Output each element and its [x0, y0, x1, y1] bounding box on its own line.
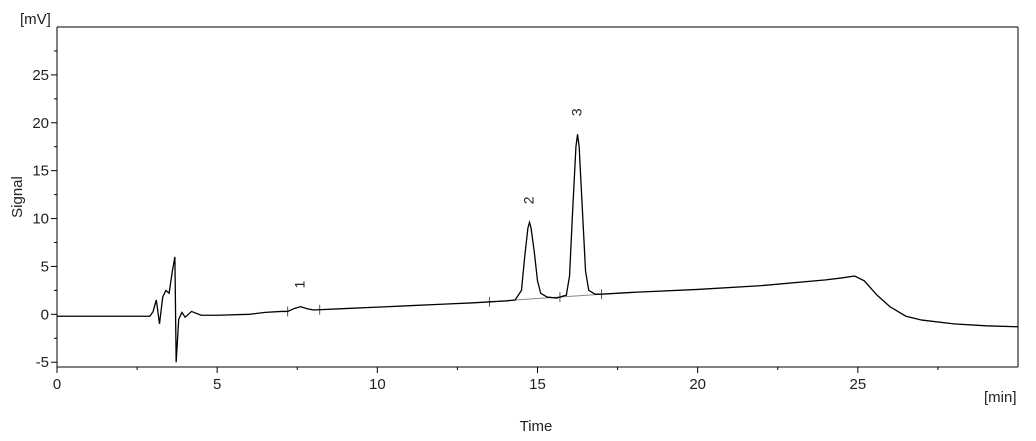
y-tick-label: 10 [32, 211, 49, 228]
peak-label: 3 [569, 108, 585, 116]
integration-markers [287, 289, 603, 317]
signal-trace [57, 134, 1019, 363]
y-ticks: -5 0 5 10 15 20 25 [32, 50, 57, 371]
y-axis-title: Signal [9, 176, 26, 218]
x-tick-label: 5 [213, 376, 221, 393]
x-axis-title: Time [520, 418, 553, 435]
x-tick-label: 0 [53, 376, 61, 393]
y-tick-label: 20 [32, 115, 49, 132]
plot-frame [56, 26, 1019, 368]
x-ticks: 0 5 10 15 20 25 [53, 367, 939, 393]
peak-label: 1 [291, 281, 307, 289]
x-tick-label: 10 [369, 376, 386, 393]
peak-labels: 1 2 3 [291, 108, 584, 288]
y-tick-label: -5 [36, 354, 49, 371]
x-unit-label: [min] [984, 389, 1017, 406]
y-tick-label: 5 [41, 258, 49, 275]
peak-label: 2 [520, 196, 536, 204]
y-tick-label: 0 [41, 306, 49, 323]
x-tick-label: 25 [849, 376, 866, 393]
y-tick-label: 15 [32, 163, 49, 180]
y-unit-label: [mV] [20, 11, 51, 28]
x-tick-label: 15 [529, 376, 546, 393]
y-tick-label: 25 [32, 67, 49, 84]
x-tick-label: 20 [689, 376, 706, 393]
